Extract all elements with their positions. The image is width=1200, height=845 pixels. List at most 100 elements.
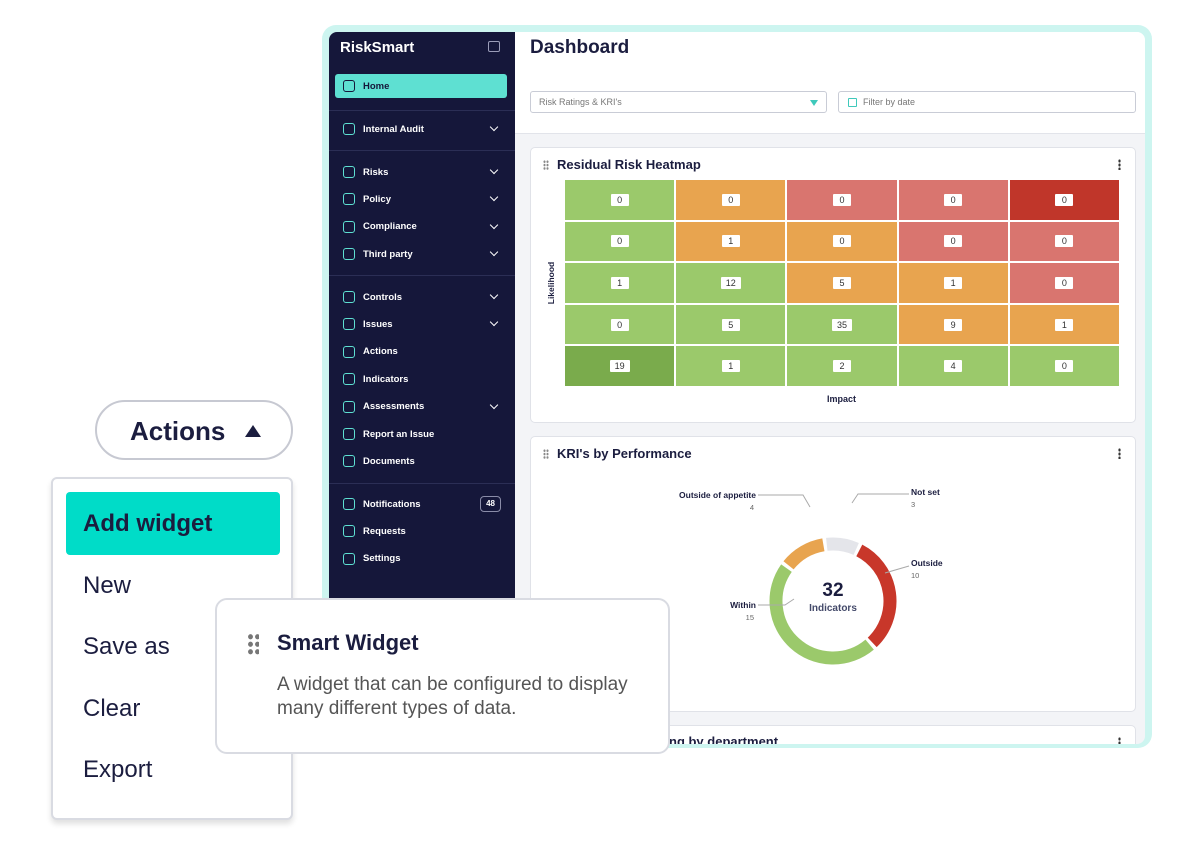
heat-cell: 9 [898,304,1008,345]
nav-icon [343,552,355,565]
leader-line [758,598,795,606]
cell-label: 0 [832,235,851,248]
nav-label: Policy [363,193,391,205]
segment-name: Within [730,600,756,610]
nav-item[interactable]: Compliance [335,215,507,239]
nav-item[interactable]: Third party [335,242,507,266]
nav-item[interactable]: Issues [335,312,507,336]
heat-cell: 1 [565,263,675,303]
y-axis-label: Likelihood [546,261,556,305]
cell-label: 0 [1055,193,1074,206]
heat-cell: 5 [787,263,897,303]
menu-item[interactable]: Clear [83,694,141,722]
nav-item[interactable]: Report an Issue [335,422,507,446]
heat-cell: 1 [1009,304,1119,345]
nav-label: Risks [363,166,389,178]
cell-label: 1 [721,360,740,373]
cell-label: 0 [721,193,740,206]
menu-item[interactable]: Add widget [66,492,280,555]
actions-button[interactable]: Actions [95,400,293,460]
cell-label: 0 [944,193,963,206]
heat-cell: 0 [1009,221,1119,262]
heat-cell: 0 [1009,180,1119,220]
cell-label: 19 [609,360,630,373]
nav-item[interactable]: Indicators [335,367,507,391]
cell-label: 2 [832,360,851,373]
widget-menu[interactable] [1118,159,1121,170]
donut-chart: Not set 3 Outside 10 Within 15 Outside of appe… [679,487,943,665]
filter-label: Filter by date [863,97,916,107]
nav-icon [343,166,355,178]
menu-item[interactable]: Save as [83,633,170,660]
drag-handle[interactable] [543,160,549,170]
nav-item[interactable]: Policy [335,187,507,211]
nav-item[interactable]: Settings [335,547,507,571]
nav-label: Controls [363,291,403,303]
nav-icon [343,400,355,413]
cell-label: 0 [610,193,629,206]
widget-tooltip: Smart Widget A widget that can be config… [215,598,670,754]
segment-value: 4 [750,503,754,512]
heat-cell: 12 [676,263,786,303]
segment-name: Not set [911,487,940,497]
nav-icon [343,193,355,206]
nav-icon [343,428,355,440]
cell-label: 0 [610,318,629,331]
menu-item[interactable]: New [83,571,132,599]
heat-cell: 0 [898,180,1008,220]
donut-segment [783,538,825,570]
nav-label: Documents [363,455,415,467]
chevron [489,220,499,230]
nav-label: Issues [363,318,393,330]
nav-item[interactable]: Documents [335,449,507,473]
widget-menu[interactable] [1118,448,1121,459]
nav-item[interactable]: Risks [335,160,507,184]
nav-item[interactable]: Home [335,74,507,98]
drag-handle [247,633,259,655]
nav-item[interactable]: Actions [335,340,507,364]
leader-line [884,565,910,574]
nav-label: Notifications [363,498,421,510]
heat-cell: 4 [898,346,1008,386]
cell-label: 1 [610,276,629,289]
nav-label: Requests [363,525,406,537]
nav-item[interactable]: Internal Audit [335,117,507,141]
drag-handle[interactable] [543,449,549,459]
cell-label: 9 [944,318,963,331]
filter-select[interactable]: Risk Ratings & KRI's [530,91,827,113]
nav-label: Compliance [363,221,417,233]
cell-label: 0 [944,235,963,248]
cell-label: 4 [944,360,963,373]
date-filter[interactable]: Filter by date [838,91,1136,113]
heat-cell: 19 [565,346,675,386]
cell-label: 0 [1055,276,1074,289]
cell-label: 12 [720,276,741,289]
badge: 48 [480,496,501,512]
nav-item[interactable]: Notifications 48 [335,492,507,516]
menu-item[interactable]: Export [83,756,153,783]
caret [245,425,261,437]
donut-segment [769,564,874,665]
nav-item[interactable]: Controls [335,285,507,309]
donut-segment [826,537,859,555]
button-label: Actions [130,416,226,446]
chevron [489,247,499,257]
heat-cell: 1 [676,346,786,386]
leader-line [851,493,909,504]
nav-icon [343,345,355,358]
nav-item[interactable]: Requests [335,519,507,543]
cell-label: 0 [610,235,629,248]
heat-cell: 0 [1009,263,1119,303]
nav-item[interactable]: Assessments [335,395,507,419]
nav-icon [343,525,355,538]
chevron [489,290,499,300]
widget-menu[interactable] [1118,737,1121,744]
collapse-icon[interactable] [488,41,500,52]
cell-label: 5 [721,318,740,331]
nav-icon [343,455,355,468]
heat-cell: 1 [898,263,1008,303]
tooltip-description: A widget that can be configured to displ… [277,674,628,719]
segment-name: Outside [911,558,943,568]
cell-label: 35 [831,318,852,331]
